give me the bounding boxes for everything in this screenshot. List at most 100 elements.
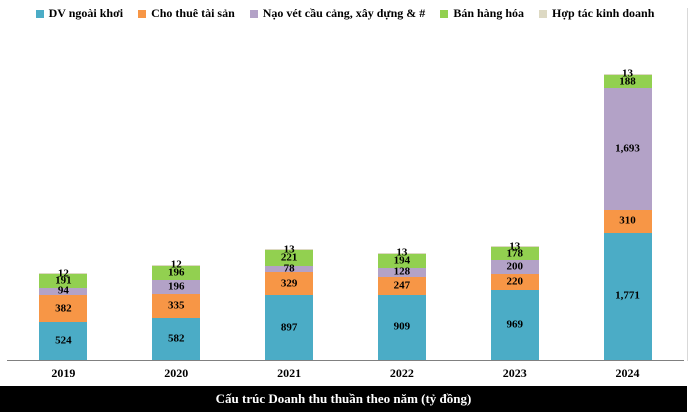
bar-segment xyxy=(265,266,314,272)
segment-value-label: 188 xyxy=(619,75,636,88)
bar-segment xyxy=(490,290,539,360)
segment-value-label: 524 xyxy=(55,334,72,347)
legend-label: Bán hàng hóa xyxy=(453,6,525,20)
segment-value-label: 200 xyxy=(506,260,523,273)
segment-value-label: 969 xyxy=(506,318,523,331)
segment-value-label: 128 xyxy=(393,265,411,278)
bar-segment xyxy=(152,318,201,360)
segment-value-label: 13 xyxy=(283,243,295,256)
x-axis-label: 2019 xyxy=(51,366,76,380)
bar-segment xyxy=(603,74,652,89)
legend-item: Hợp tác kinh doanh xyxy=(539,6,654,21)
bar-segment xyxy=(265,295,314,360)
segment-value-label: 1,771 xyxy=(615,289,640,302)
bar-segment xyxy=(377,253,426,268)
bar-segment xyxy=(490,247,539,261)
segment-value-label: 178 xyxy=(506,247,523,260)
bar-segment xyxy=(39,294,88,323)
x-axis-label: 2024 xyxy=(615,366,640,380)
bar-2022: 909 247 128 194 13 xyxy=(377,247,426,360)
bar-segment xyxy=(377,276,426,295)
bar-segment xyxy=(490,260,539,275)
bar-segment xyxy=(265,271,314,296)
legend-swatch-icon xyxy=(35,9,44,18)
legend-label: DV ngoài khơi xyxy=(48,6,124,20)
bar-column-2024: 1,771 310 1,693 188 13 xyxy=(571,8,684,360)
segment-value-label: 13 xyxy=(622,67,634,80)
bar-segment xyxy=(39,322,88,360)
bar-segment xyxy=(152,265,201,280)
bar-segment xyxy=(603,74,652,75)
bar-segment xyxy=(603,88,652,211)
bar-segment xyxy=(377,294,426,360)
bar-segment xyxy=(603,210,652,233)
chart-title: Cấu trúc Doanh thu thuần theo năm (tỷ đồ… xyxy=(215,391,472,406)
legend-swatch-icon xyxy=(249,9,258,18)
segment-value-label: 194 xyxy=(393,254,411,267)
legend-label: Nạo vét cầu cảng, xây dựng & # xyxy=(262,6,426,20)
segment-value-label: 329 xyxy=(280,277,298,290)
legend-swatch-icon xyxy=(440,9,449,18)
bar-segment xyxy=(603,232,652,360)
legend-item: Cho thuê tài sản xyxy=(138,6,235,21)
plot-right-border xyxy=(687,8,688,361)
bar-column-2020: 582 335 196 196 12 xyxy=(120,8,233,360)
legend-item: Bán hàng hóa xyxy=(440,6,524,21)
bar-segment xyxy=(265,249,314,251)
segment-value-label: 582 xyxy=(167,332,185,345)
legend-swatch-icon xyxy=(138,9,147,18)
segment-value-label: 13 xyxy=(509,240,521,253)
segment-value-label: 310 xyxy=(619,214,636,227)
segment-value-label: 1,693 xyxy=(615,142,640,155)
chart-title-bar: Cấu trúc Doanh thu thuần theo năm (tỷ đồ… xyxy=(0,386,687,412)
legend-label: Cho thuê tài sản xyxy=(151,6,235,20)
bar-column-2019: 524 382 94 191 12 xyxy=(7,8,120,360)
bar-segment xyxy=(490,246,539,248)
segment-value-label: 12 xyxy=(57,267,69,280)
x-axis-line xyxy=(7,360,684,361)
bar-2021: 897 329 78 221 13 xyxy=(265,244,314,360)
legend-swatch-icon xyxy=(539,9,548,18)
segment-value-label: 220 xyxy=(506,275,523,288)
segment-value-label: 94 xyxy=(57,284,69,297)
legend-item: DV ngoài khơi xyxy=(35,6,124,21)
segment-value-label: 78 xyxy=(283,262,295,275)
bar-2020: 582 335 196 196 12 xyxy=(152,259,201,360)
segment-value-label: 13 xyxy=(396,246,408,259)
segment-value-label: 196 xyxy=(167,280,185,293)
segment-value-label: 191 xyxy=(55,274,72,287)
segment-value-label: 897 xyxy=(280,321,298,334)
plot-area: 524 382 94 191 12 582 335 196 196 12 897 329 78 221 13… xyxy=(7,8,684,360)
bar-column-2021: 897 329 78 221 13 xyxy=(233,8,346,360)
bar-segment xyxy=(490,274,539,291)
bar-segment xyxy=(152,294,201,319)
bar-segment xyxy=(39,274,88,289)
bar-2024: 1,771 310 1,693 188 13 xyxy=(603,68,652,360)
chart-legend: DV ngoài khơi Cho thuê tài sản Nạo vét cầu… xyxy=(0,6,690,21)
segment-value-label: 909 xyxy=(393,320,411,333)
segment-value-label: 196 xyxy=(167,266,185,279)
bar-column-2022: 909 247 128 194 13 xyxy=(345,8,458,360)
segment-value-label: 335 xyxy=(167,299,185,312)
x-axis-label: 2023 xyxy=(502,366,527,380)
legend-label: Hợp tác kinh doanh xyxy=(552,6,655,20)
bar-segment xyxy=(265,250,314,267)
bar-segment xyxy=(152,279,201,295)
x-axis-labels: 2019 2020 2021 2022 2023 2024 xyxy=(7,366,684,381)
bar-2019: 524 382 94 191 12 xyxy=(39,268,88,360)
bar-2023: 969 220 200 178 13 xyxy=(490,241,539,360)
bar-segment xyxy=(152,264,201,266)
segment-value-label: 247 xyxy=(393,279,411,292)
legend-item: Nạo vét cầu cảng, xây dựng & # xyxy=(249,6,426,21)
bar-segment xyxy=(39,273,88,275)
bar-segment xyxy=(377,252,426,254)
bar-column-2023: 969 220 200 178 13 xyxy=(458,8,571,360)
segment-value-label: 382 xyxy=(55,302,72,315)
bar-segment xyxy=(39,288,88,295)
bar-segment xyxy=(377,267,426,277)
x-axis-label: 2022 xyxy=(389,366,414,380)
x-axis-label: 2021 xyxy=(277,366,302,380)
x-axis-label: 2020 xyxy=(164,366,189,380)
segment-value-label: 12 xyxy=(170,258,182,271)
